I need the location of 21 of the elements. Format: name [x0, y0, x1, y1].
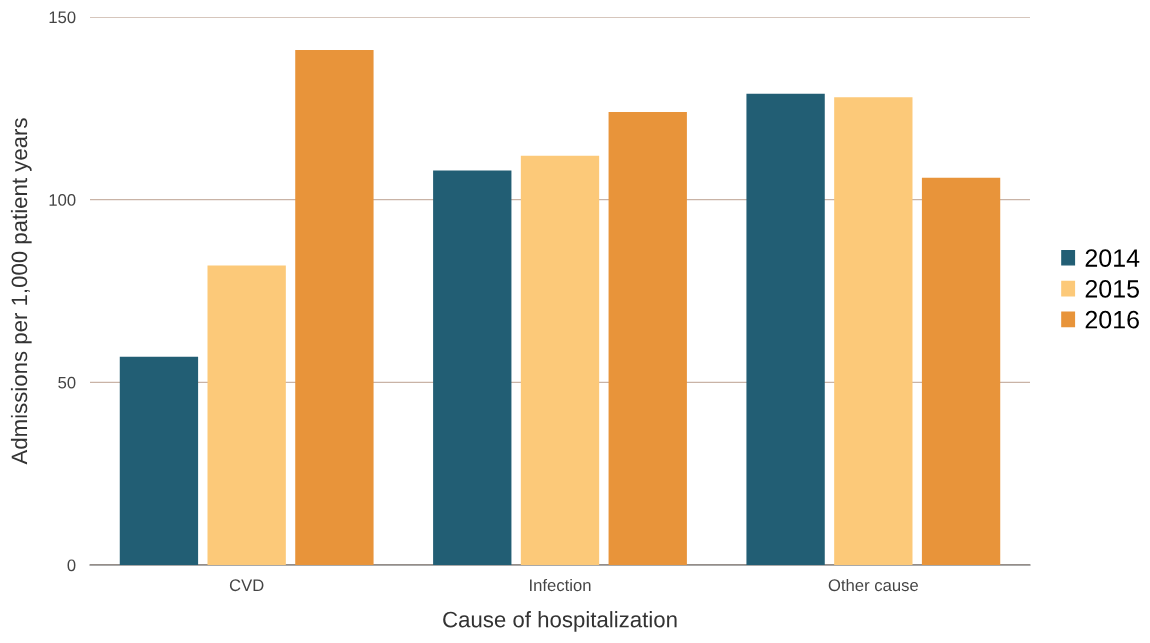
y-axis-title: Admissions per 1,000 patient years	[10, 118, 32, 465]
legend-label: 2016	[1085, 310, 1139, 329]
y-tick-label: 50	[58, 376, 76, 389]
bar	[834, 97, 913, 565]
bar	[119, 356, 199, 565]
y-tick-label: 150	[49, 11, 76, 24]
legend-label: 2014	[1085, 249, 1140, 267]
bar	[207, 265, 286, 565]
y-tick-label: 0	[67, 559, 76, 572]
bar	[921, 177, 1001, 565]
bar	[608, 111, 687, 565]
x-tick-label: Infection	[530, 578, 591, 592]
bar	[746, 93, 825, 565]
x-tick-label: Other cause	[828, 578, 918, 592]
x-tick-label: CVD	[229, 579, 264, 592]
legend-label: 2015	[1085, 280, 1139, 298]
bar	[433, 170, 512, 565]
x-axis-title: Cause of hospitalization	[443, 611, 677, 632]
bar	[295, 49, 374, 565]
bar	[520, 155, 600, 565]
y-tick-label: 100	[49, 194, 76, 206]
